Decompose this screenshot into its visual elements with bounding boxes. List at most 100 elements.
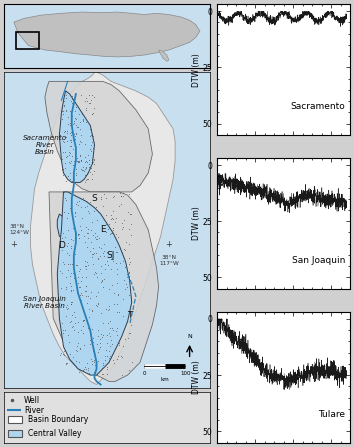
Point: [116, 308, 122, 316]
Point: [84, 94, 89, 101]
Point: [90, 159, 96, 166]
Point: [93, 250, 99, 257]
Point: [69, 122, 75, 129]
Point: [86, 313, 92, 320]
Point: [103, 346, 109, 354]
Point: [65, 210, 71, 217]
Point: [104, 332, 110, 339]
Point: [75, 202, 80, 209]
Point: [61, 129, 67, 136]
Point: [119, 225, 125, 232]
Point: [99, 370, 105, 377]
Point: [64, 129, 70, 136]
Point: [101, 202, 106, 210]
Point: [128, 211, 134, 218]
Text: km: km: [160, 377, 169, 382]
Point: [68, 270, 74, 277]
Point: [120, 249, 125, 256]
Point: [82, 172, 88, 179]
Point: [76, 197, 82, 204]
Point: [72, 210, 77, 217]
Point: [76, 369, 82, 376]
Point: [63, 177, 69, 184]
Point: [71, 270, 76, 277]
Point: [71, 120, 76, 127]
Text: 0: 0: [142, 371, 146, 376]
Text: +: +: [10, 240, 17, 249]
Point: [68, 283, 73, 290]
Point: [72, 133, 78, 140]
Point: [61, 148, 66, 156]
Point: [126, 240, 132, 248]
Point: [90, 232, 96, 239]
Point: [65, 331, 71, 338]
Point: [107, 303, 112, 310]
Point: [111, 232, 117, 239]
Point: [126, 329, 132, 336]
Point: [127, 268, 132, 275]
Point: [74, 165, 79, 173]
Point: [122, 335, 128, 342]
Point: [89, 250, 95, 257]
Point: [80, 167, 86, 174]
Point: [115, 233, 121, 240]
Point: [98, 262, 104, 270]
Point: [88, 226, 94, 233]
Point: [107, 250, 112, 257]
Point: [125, 209, 131, 216]
Point: [104, 257, 110, 264]
Point: [73, 230, 79, 237]
Point: [65, 113, 71, 120]
Point: [69, 260, 74, 267]
Point: [66, 158, 72, 165]
Point: [73, 115, 79, 122]
Point: [69, 143, 74, 150]
Point: [85, 262, 90, 269]
Point: [93, 203, 99, 211]
Point: [86, 370, 92, 377]
Point: [65, 173, 71, 180]
Point: [98, 196, 104, 203]
Point: [59, 166, 65, 173]
Point: [76, 230, 82, 237]
Point: [81, 233, 86, 240]
Polygon shape: [30, 72, 175, 384]
Text: S: S: [92, 194, 97, 203]
Point: [79, 110, 84, 118]
Point: [68, 288, 74, 295]
Point: [103, 228, 109, 236]
Point: [65, 267, 71, 274]
Point: [121, 216, 126, 224]
Point: [86, 305, 92, 312]
Point: [109, 230, 115, 237]
Point: [95, 288, 101, 295]
Point: [113, 328, 119, 335]
Point: [101, 252, 107, 259]
Point: [89, 360, 95, 367]
Point: [80, 317, 86, 324]
Point: [89, 157, 95, 164]
Point: [120, 219, 125, 227]
Point: [67, 148, 72, 156]
Point: [59, 101, 65, 108]
Point: [103, 211, 109, 219]
Point: [88, 198, 93, 206]
Text: Central Valley: Central Valley: [28, 430, 82, 439]
Point: [70, 224, 76, 231]
Point: [114, 270, 120, 278]
Point: [113, 231, 119, 238]
Point: [70, 146, 75, 153]
Point: [126, 273, 132, 280]
Point: [78, 152, 83, 159]
Point: [73, 114, 78, 121]
Point: [96, 357, 101, 364]
Point: [83, 287, 89, 295]
Point: [128, 321, 134, 329]
Point: [86, 210, 92, 217]
Point: [68, 136, 74, 143]
Point: [84, 299, 90, 307]
Point: [88, 175, 94, 182]
Point: [113, 259, 119, 266]
Point: [72, 120, 77, 127]
Point: [67, 150, 73, 157]
